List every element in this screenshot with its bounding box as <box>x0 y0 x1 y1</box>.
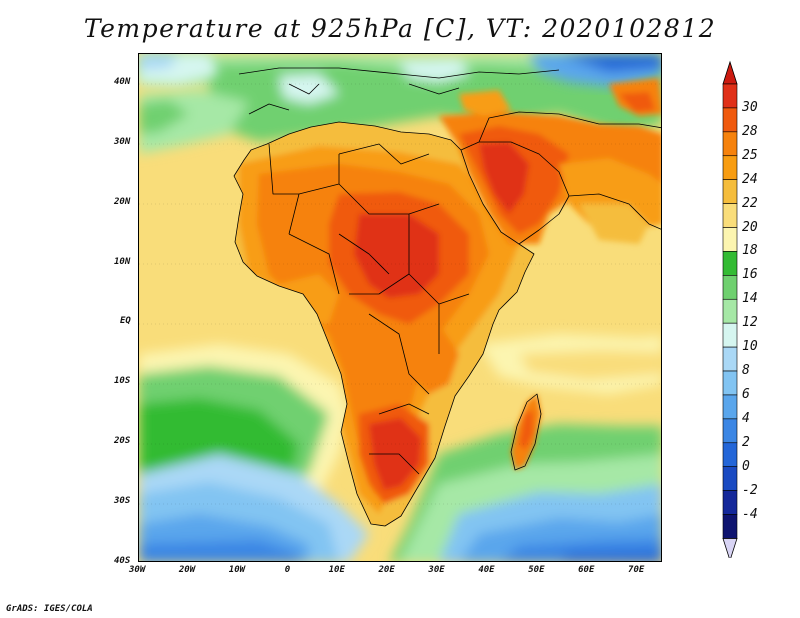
lat-tick-label: EQ <box>120 316 131 327</box>
lon-tick-label: 20E <box>378 565 395 575</box>
lat-tick-label: 20N <box>114 196 131 207</box>
colorbar-swatch <box>722 418 738 444</box>
colorbar-swatch <box>722 251 738 276</box>
north-atlantic-cool <box>139 54 661 88</box>
colorbar-tick-label: 24 <box>742 171 758 187</box>
temperature-map <box>138 53 662 562</box>
lat-tick-label: 20S <box>114 436 131 447</box>
lat-tick-label: 30N <box>114 136 131 147</box>
colorbar-tick-label: 16 <box>742 267 758 283</box>
lat-tick-label: 40N <box>114 76 131 87</box>
lat-tick-label: 10N <box>114 256 131 267</box>
colorbar-tick-label: 6 <box>742 386 750 402</box>
colorbar-swatch <box>722 155 738 180</box>
colorbar-tick-label: 10 <box>742 339 758 355</box>
colorbar-swatch <box>722 514 738 539</box>
lon-tick-label: 10W <box>228 565 246 575</box>
colorbar-swatch <box>722 346 738 372</box>
colorbar-swatch <box>722 83 738 109</box>
colorbar-tick-label: 30 <box>742 99 758 115</box>
lon-tick-label: 0 <box>284 565 291 575</box>
lon-tick-label: 40E <box>478 565 495 575</box>
colorbar-swatch <box>722 107 738 133</box>
colorbar-swatch <box>722 490 738 515</box>
chart-title: Temperature at 925hPa [C], VT: 202010281… <box>83 14 717 43</box>
colorbar-tick-label: 22 <box>742 195 758 211</box>
grads-credit: GrADS: IGES/COLA <box>6 604 93 614</box>
lon-tick-label: 50E <box>528 565 545 575</box>
colorbar-tick-label: 12 <box>742 315 758 331</box>
colorbar-tick-label: -4 <box>742 506 758 522</box>
colorbar-tick-label: 28 <box>742 123 758 139</box>
lon-tick-label: 20W <box>178 565 196 575</box>
lon-tick-label: 70E <box>628 565 645 575</box>
colorbar-tick-label: 14 <box>742 291 758 307</box>
lat-tick-label: 10S <box>114 376 131 387</box>
colorbar-swatch <box>722 131 738 157</box>
colorbar-tick-label: 8 <box>742 363 750 379</box>
colorbar-tick-label: 2 <box>742 434 750 450</box>
lon-tick-label: 60E <box>578 565 595 575</box>
lat-tick-label: 40S <box>114 556 131 566</box>
colorbar-swatch <box>722 275 738 300</box>
colorbar <box>722 60 738 558</box>
lon-tick-label: 30E <box>428 565 445 575</box>
colorbar-tick-label: 25 <box>742 147 758 163</box>
colorbar-swatch <box>722 442 738 468</box>
colorbar-swatch <box>722 466 738 491</box>
colorbar-tick-label: 18 <box>742 243 758 259</box>
colorbar-under-triangle <box>722 538 738 558</box>
colorbar-swatch <box>722 370 738 396</box>
colorbar-tick-label: -2 <box>742 482 758 498</box>
arabia-and-middle-east-heat <box>439 78 661 244</box>
grid-lines <box>139 83 661 505</box>
colorbar-tick-label: 0 <box>742 458 750 474</box>
colorbar-swatch <box>722 394 738 420</box>
lon-tick-label: 10E <box>328 565 345 575</box>
lat-tick-label: 30S <box>114 496 131 507</box>
colorbar-swatch <box>722 227 738 252</box>
south-ocean-bands <box>139 334 661 561</box>
madagascar-and-islands <box>511 394 541 470</box>
lon-tick-label: 30W <box>129 565 146 575</box>
colorbar-swatch <box>722 322 738 348</box>
colorbar-swatch <box>722 179 738 204</box>
colorbar-over-triangle <box>722 60 738 85</box>
colorbar-swatch <box>722 298 738 324</box>
colorbar-tick-label: 4 <box>742 410 750 426</box>
coastlines-and-borders <box>233 67 661 527</box>
colorbar-tick-label: 20 <box>742 219 758 235</box>
colorbar-swatch <box>722 203 738 228</box>
